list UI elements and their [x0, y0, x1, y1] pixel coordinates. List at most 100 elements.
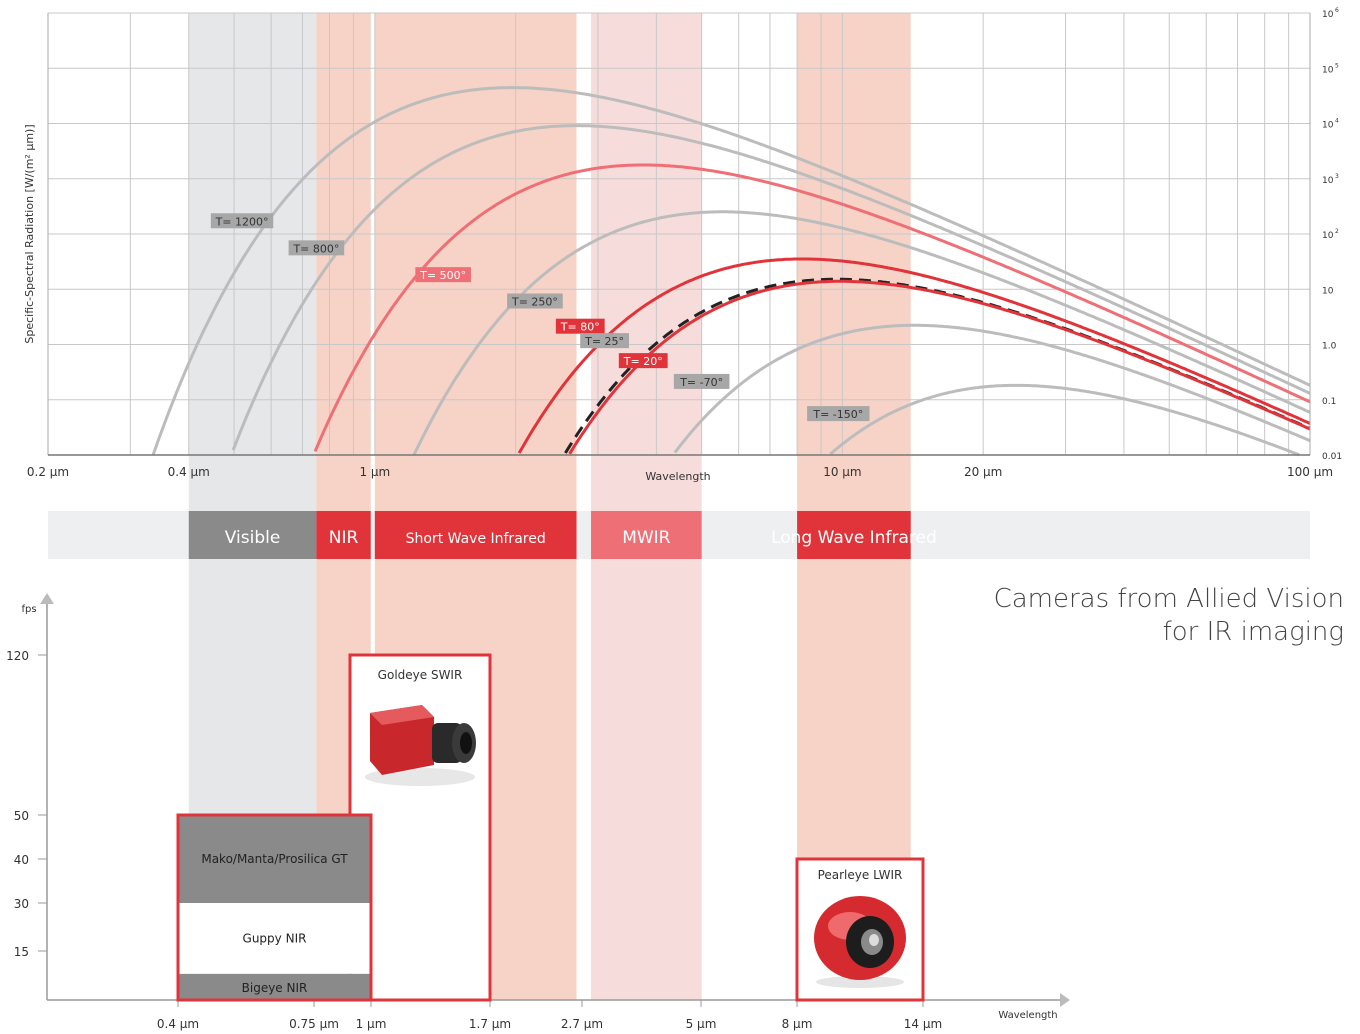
wavelength-tick-label: 1 µm [356, 1017, 387, 1031]
x-tick-label: 20 µm [964, 465, 1002, 479]
guppy-nir-bar [178, 903, 371, 974]
band-bar-label: Short Wave Infrared [406, 531, 546, 547]
mako-manta-bar [178, 815, 371, 903]
camera-lens-glass [460, 732, 472, 754]
wavelength-tick-label: 1.7 µm [469, 1017, 511, 1031]
bigeye-nir-bar [178, 973, 371, 1000]
bigeye-nir-label: Bigeye NIR [242, 981, 308, 995]
radiation-curves [151, 86, 1311, 457]
y-tick-exponent: 3 [1335, 173, 1339, 180]
y-tick-label: 10 [1322, 10, 1334, 20]
temperature-label: T= 20° [623, 355, 663, 368]
fps-tick-label: 50 [14, 809, 29, 823]
y-tick-exponent: 2 [1335, 228, 1339, 235]
nir-cameras-frame [176, 813, 373, 1002]
fps-tick-label: 15 [14, 945, 29, 959]
fps-tick-label: 40 [14, 853, 29, 867]
radiation-curve-0 [151, 86, 1311, 456]
spectrum-band-bar: Visible NIR Short Wave Infrared MWIR Long Wa… [48, 511, 1310, 559]
y-tick-exponent: 6 [1335, 7, 1339, 14]
temperature-label-bg [555, 318, 605, 334]
band-bar-label: NIR [329, 528, 359, 548]
camera-lens-reflection [869, 934, 879, 946]
wavelength-tick-label: 14 µm [904, 1017, 942, 1031]
temperature-label: T= 250° [511, 296, 558, 309]
top-spectrum-bands [188, 13, 911, 1000]
y-tick-label: 10 [1322, 121, 1334, 131]
y-tick-label: 10 [1322, 65, 1334, 75]
temperature-labels: T= 1200° T= 800° T= 500° T= 250°T= 80°T= 25… [210, 213, 870, 422]
heading-line-1: Cameras from Allied Vision [993, 584, 1344, 614]
pearleye-lwir-label: Pearleye LWIR [818, 868, 903, 882]
temperature-label: T= 500° [419, 269, 466, 282]
top-axes: 0.2 µm 0.4 µm 1 µm 10 µm 20 µm 100 µm Waveleng… [23, 7, 1342, 483]
x-tick-label: 0.4 µm [168, 465, 210, 479]
band-bar-segment [374, 511, 577, 559]
camera-shadow [816, 976, 904, 988]
y-tick-label: 0.01 [1322, 452, 1342, 462]
camera-top [370, 705, 434, 725]
temperature-label: T= 800° [292, 242, 339, 255]
spectrum-band-column [591, 13, 702, 1000]
x-tick-label: 100 µm [1287, 465, 1333, 479]
fps-axis-arrow [40, 593, 54, 604]
y-axis-title: Specific-Spectral Radiation [W/(m² µm)] [23, 124, 36, 343]
pearleye-camera-image [814, 896, 906, 988]
wavelength-tick-label: 0.75 µm [289, 1017, 339, 1031]
temperature-label-bg [288, 240, 345, 256]
temperature-label-bg [507, 293, 563, 309]
spectrum-band-column [797, 13, 911, 1000]
y-tick-label: 10 [1322, 231, 1334, 241]
y-tick-label: 1.0 [1322, 342, 1337, 352]
x-tick-label: 10 µm [823, 465, 861, 479]
fps-tick-label: 120 [6, 649, 29, 663]
fps-axis-title: fps [21, 604, 36, 615]
radiation-curve-7 [673, 323, 1311, 454]
x-tick-label: 1 µm [359, 465, 390, 479]
band-bar-label: Visible [225, 528, 281, 548]
radiation-curve-3 [412, 210, 1311, 456]
temperature-label-bg [807, 406, 870, 422]
band-bar-label: Long Wave Infrared [771, 528, 937, 548]
radiation-curve-6 [568, 279, 1311, 455]
y-tick-label: 0.1 [1322, 397, 1336, 407]
wavelength-axis-arrow [1060, 993, 1070, 1007]
y-tick-exponent: 4 [1335, 118, 1339, 125]
band-bar-segment [797, 511, 911, 559]
y-tick-exponent: 5 [1335, 62, 1339, 69]
wavelength-tick-label: 0.4 µm [157, 1017, 199, 1031]
goldeye-swir-label: Goldeye SWIR [378, 668, 463, 682]
x-tick-label: 0.2 µm [27, 465, 69, 479]
temperature-label-bg [618, 353, 668, 369]
temperature-label-bg [210, 213, 274, 229]
temperature-label: T= 80° [560, 321, 600, 334]
camera-fps-chart: fps Wavelength 15 30 40 50 120 0.4 µm 0.75 µm 1 µ… [6, 593, 1070, 1031]
band-bar-segment [316, 511, 371, 559]
wavelength-axis-title: Wavelength [998, 1010, 1057, 1021]
band-bar-segment [188, 511, 317, 559]
wavelength-tick-label: 8 µm [782, 1017, 813, 1031]
radiation-curve-1 [231, 124, 1311, 451]
wavelength-tick-label: 2.7 µm [561, 1017, 603, 1031]
guppy-nir-label: Guppy NIR [243, 931, 307, 945]
radiation-curve-2 [313, 163, 1311, 452]
band-bar-label: MWIR [622, 528, 670, 548]
mako-manta-label: Mako/Manta/Prosilica GT [201, 852, 348, 866]
goldeye-camera-image [365, 705, 476, 786]
temperature-label-bg [580, 333, 629, 349]
temperature-label: T= -70° [679, 376, 723, 389]
temperature-label: T= -150° [812, 408, 863, 421]
temperature-label: T= 1200° [215, 215, 269, 228]
y-tick-label: 10 [1322, 286, 1334, 296]
page-heading: Cameras from Allied Vision for IR imagin… [994, 583, 1344, 649]
radiation-curve-8 [829, 383, 1301, 457]
band-bar-segment [591, 511, 702, 559]
temperature-label-bg [673, 373, 730, 389]
radiation-curve-4 [517, 257, 1311, 454]
temperature-label: T= 25° [584, 335, 624, 348]
fps-tick-label: 30 [14, 897, 29, 911]
heading-line-2: for IR imaging [1162, 617, 1344, 647]
x-axis-title: Wavelength [645, 470, 710, 483]
y-tick-label: 10 [1322, 176, 1334, 186]
